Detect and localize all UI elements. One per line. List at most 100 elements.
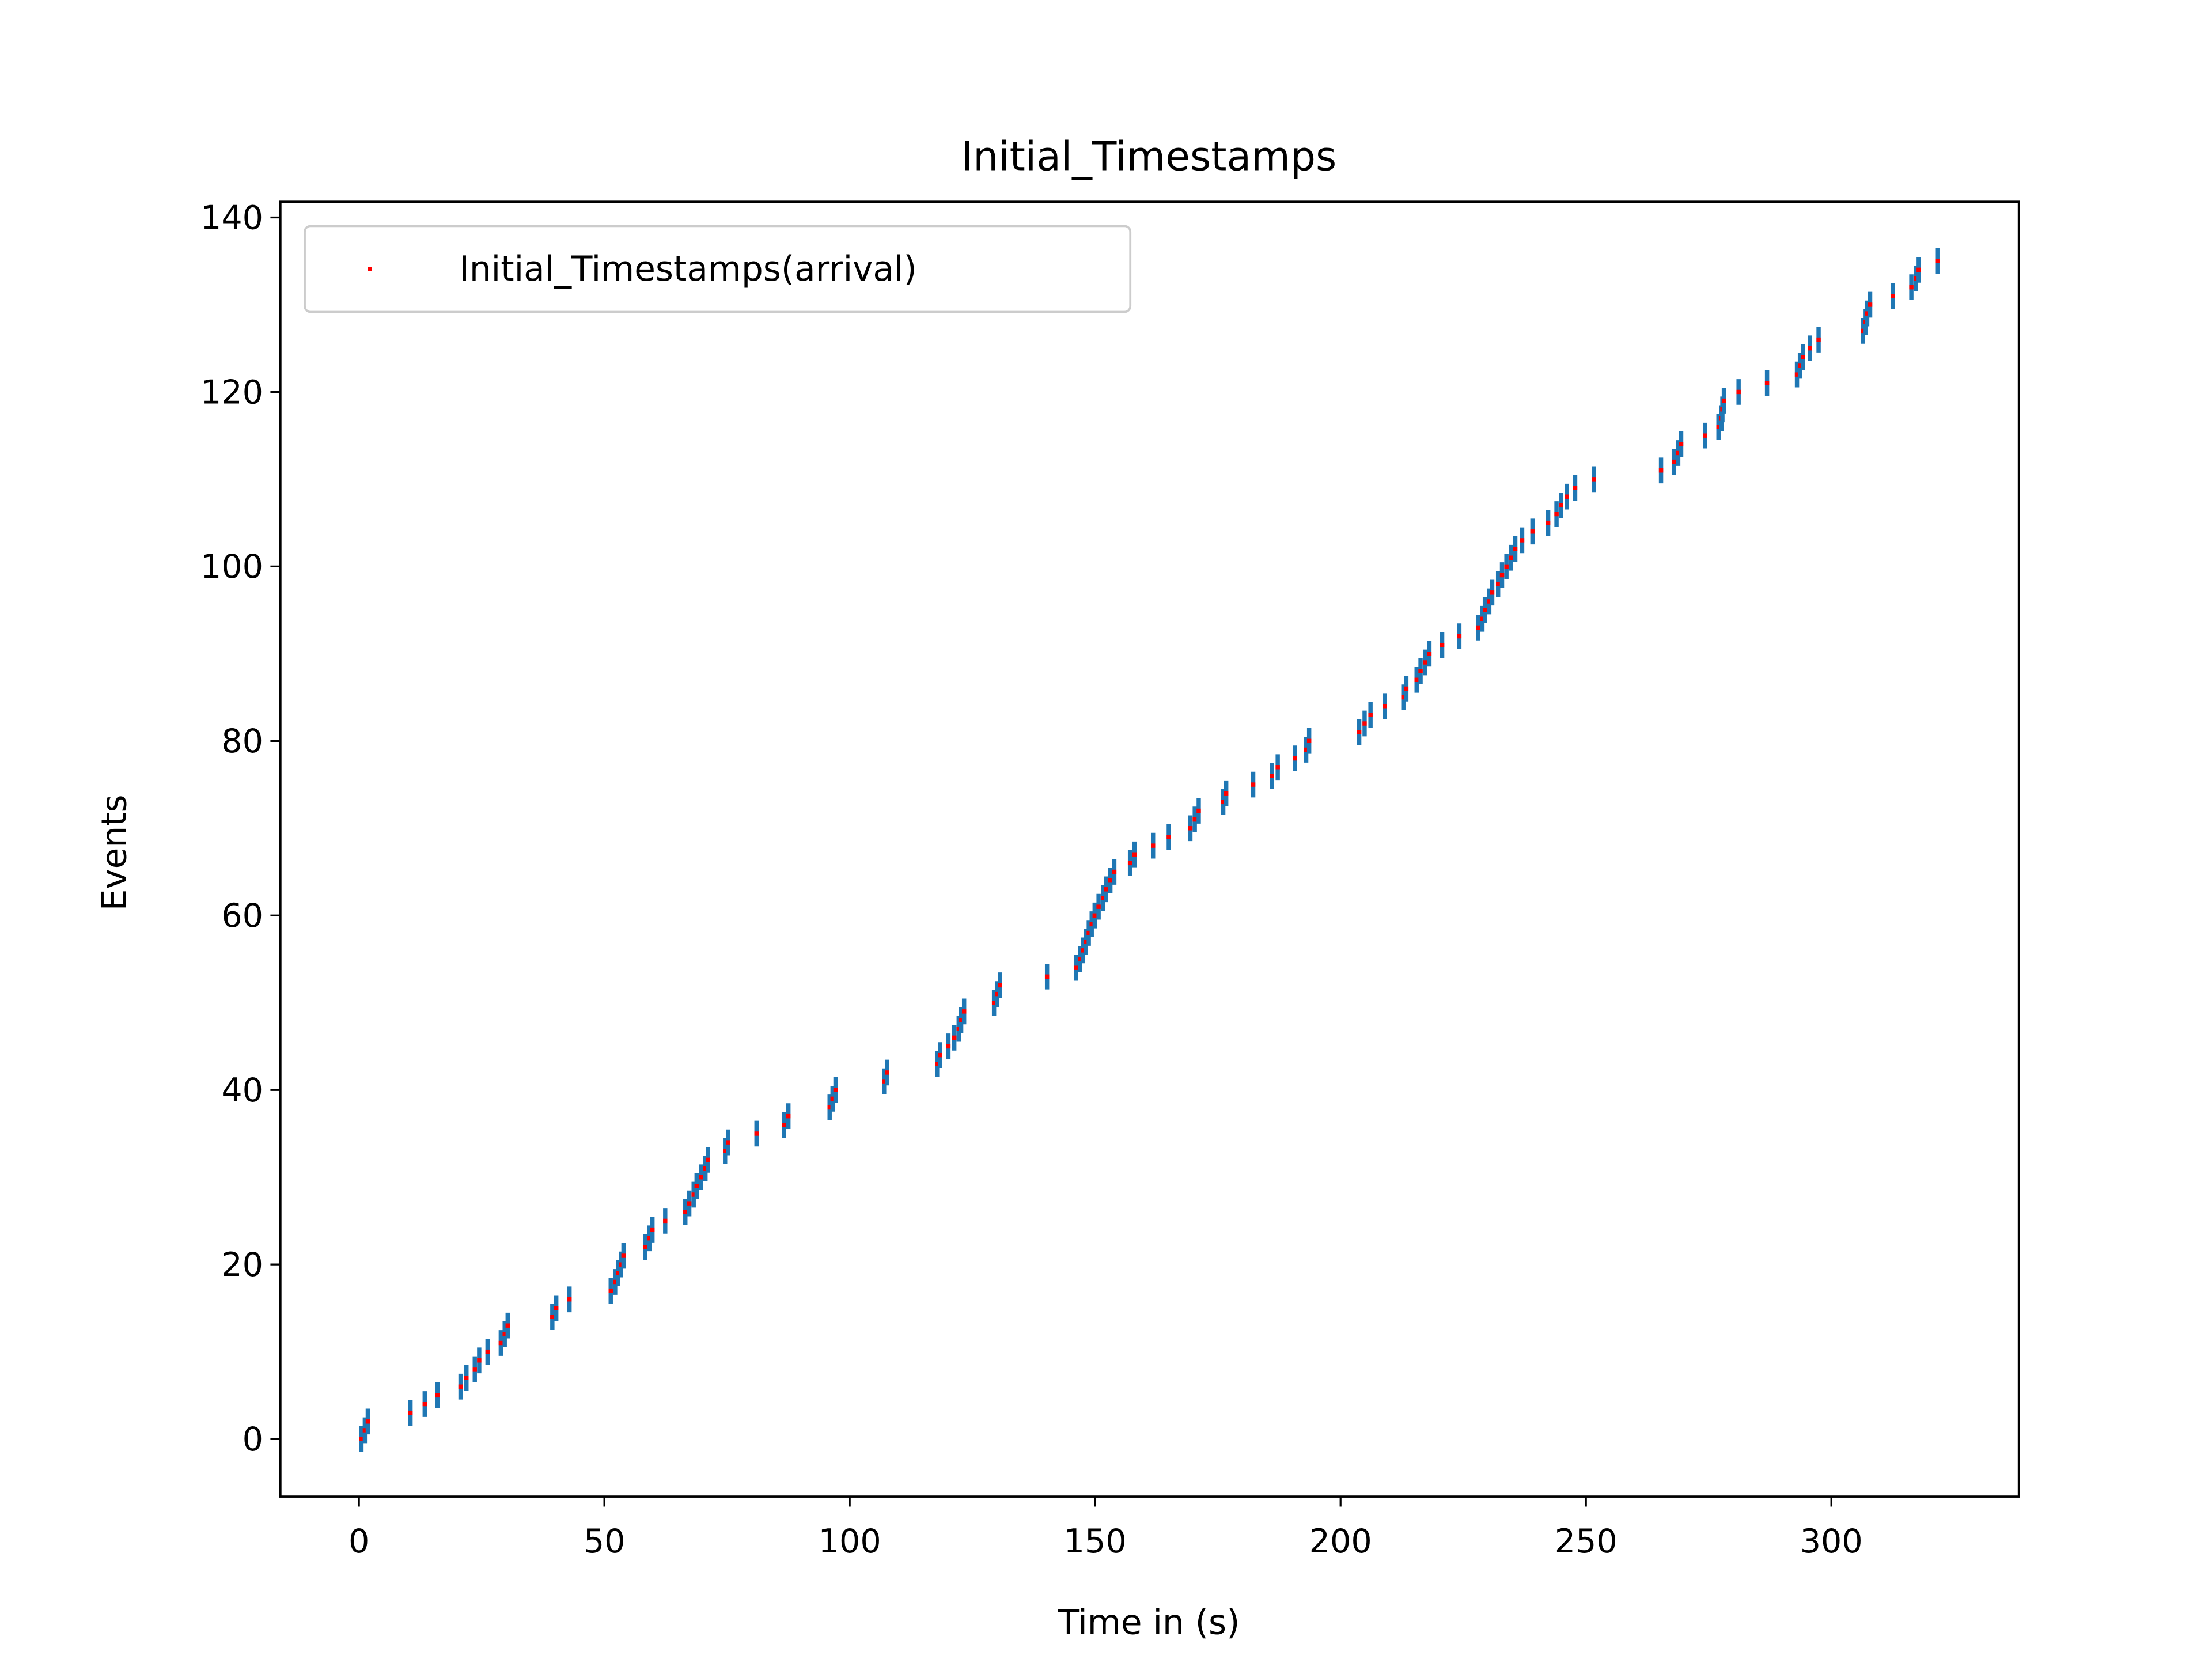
data-point (498, 1330, 503, 1356)
data-point (502, 1321, 507, 1347)
point-dot (1476, 625, 1480, 630)
point-dot (1513, 547, 1518, 551)
data-point (362, 1417, 368, 1444)
point-dot (1251, 782, 1256, 787)
point-dot (1736, 389, 1741, 395)
data-point (1078, 946, 1082, 972)
point-dot (1188, 826, 1193, 831)
data-point (1044, 963, 1050, 990)
point-dot (472, 1367, 477, 1372)
point-dot (464, 1376, 469, 1380)
data-point (1127, 850, 1132, 876)
x-tick-label: 150 (1064, 1522, 1127, 1560)
point-dot (550, 1315, 555, 1319)
data-point (550, 1304, 555, 1330)
point-dot (621, 1253, 626, 1258)
legend-box (304, 225, 1132, 313)
data-point (1565, 483, 1569, 510)
point-dot (1909, 285, 1914, 290)
data-point (650, 1217, 655, 1243)
point-dot (608, 1288, 613, 1293)
point-dot (1104, 887, 1108, 892)
point-dot (1418, 669, 1423, 673)
point-dot (961, 1009, 967, 1014)
data-point (1513, 536, 1518, 562)
data-point (1357, 719, 1362, 745)
point-dot (1044, 974, 1050, 979)
data-point (1658, 457, 1664, 484)
point-dot (567, 1297, 572, 1302)
point-dot (1112, 869, 1117, 874)
point-dot (1716, 425, 1721, 429)
point-dot (498, 1340, 503, 1346)
y-tick-label: 140 (200, 199, 263, 237)
point-dot (613, 1279, 618, 1285)
data-point (1401, 684, 1406, 710)
data-point (782, 1112, 786, 1138)
legend-marker (368, 267, 372, 271)
data-point (608, 1278, 613, 1304)
y-tick-label: 40 (221, 1071, 263, 1109)
y-tick-label: 100 (200, 548, 263, 586)
data-point (1546, 510, 1551, 536)
point-dot (1482, 608, 1487, 612)
point-dot (650, 1227, 655, 1232)
point-dot (1504, 564, 1509, 569)
point-dot (1509, 555, 1513, 560)
data-point (1089, 911, 1094, 937)
point-dot (1520, 538, 1525, 543)
data-point (946, 1033, 951, 1059)
data-point (621, 1243, 626, 1269)
data-point (643, 1234, 647, 1260)
point-dot (952, 1035, 957, 1040)
data-point (1081, 937, 1085, 964)
data-point (1132, 841, 1137, 868)
data-point (567, 1286, 572, 1313)
data-point (1166, 824, 1171, 850)
data-point (616, 1260, 620, 1286)
data-point (956, 1016, 961, 1042)
data-point (935, 1051, 940, 1077)
data-point (1676, 440, 1681, 466)
data-point (359, 1426, 364, 1452)
point-dot (882, 1079, 887, 1084)
point-dot (699, 1175, 703, 1180)
point-dot (1192, 817, 1197, 822)
point-dot (1108, 878, 1113, 883)
point-dot (1679, 442, 1684, 447)
point-dot (1816, 337, 1821, 342)
point-dot (1703, 433, 1707, 438)
point-dot (1495, 581, 1501, 586)
data-point (1592, 466, 1596, 493)
x-axis-label: Time in (s) (1058, 1603, 1240, 1643)
data-point (435, 1382, 440, 1408)
x-tick-label: 100 (819, 1522, 881, 1560)
point-dot (505, 1323, 510, 1328)
point-dot (647, 1236, 652, 1241)
data-point (1418, 658, 1423, 684)
point-dot (1807, 346, 1812, 351)
data-point (830, 1086, 835, 1112)
data-point (1490, 579, 1495, 606)
y-tick-label: 80 (221, 722, 263, 760)
point-dot (683, 1210, 688, 1215)
data-point (1101, 885, 1105, 911)
data-point (1084, 929, 1088, 955)
data-point (1495, 571, 1501, 597)
point-dot (995, 991, 999, 997)
point-dot (706, 1157, 710, 1162)
point-dot (1868, 302, 1873, 307)
data-point (1382, 693, 1387, 719)
data-point (706, 1147, 710, 1173)
point-dot (830, 1096, 835, 1101)
point-dot (1127, 861, 1132, 866)
point-dot (1224, 791, 1229, 796)
point-dot (1916, 267, 1921, 272)
data-point (1480, 605, 1485, 632)
point-dot (1573, 486, 1578, 490)
data-point (885, 1059, 889, 1086)
data-point (959, 1007, 964, 1033)
point-dot (956, 1027, 961, 1031)
data-point (663, 1208, 668, 1234)
